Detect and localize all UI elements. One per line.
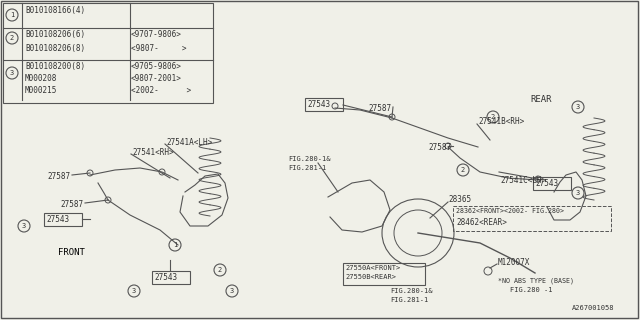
Text: 27587: 27587 [60, 200, 83, 209]
Text: 3: 3 [22, 223, 26, 229]
Text: 2: 2 [491, 114, 495, 120]
Text: 27541<RH>: 27541<RH> [132, 148, 173, 157]
Text: 3: 3 [10, 70, 14, 76]
Text: 28362<FRONT><2002- FIG.280>: 28362<FRONT><2002- FIG.280> [456, 208, 564, 214]
Bar [343, 263, 425, 285]
Text: 3: 3 [576, 190, 580, 196]
Text: FIG.281-1: FIG.281-1 [390, 297, 428, 303]
Text: 2: 2 [10, 35, 14, 41]
Text: 27543: 27543 [46, 215, 69, 224]
Text: <2002-      >: <2002- > [131, 86, 191, 95]
Bar [453, 206, 611, 231]
Text: 2: 2 [218, 267, 222, 273]
Text: 27541A<LH>: 27541A<LH> [166, 138, 212, 147]
Text: 1: 1 [173, 242, 177, 248]
Text: B010108200(8): B010108200(8) [25, 62, 85, 71]
Text: 27543: 27543 [307, 100, 330, 109]
Bar [152, 271, 190, 284]
Text: *NO ABS TYPE (BASE): *NO ABS TYPE (BASE) [498, 278, 574, 284]
Text: FIG.280 -1: FIG.280 -1 [510, 287, 552, 293]
Text: 27543: 27543 [154, 273, 177, 282]
Text: 1: 1 [10, 12, 14, 18]
Text: 27550B<REAR>: 27550B<REAR> [345, 274, 396, 280]
Text: FIG.281-1: FIG.281-1 [288, 165, 326, 171]
Text: REAR: REAR [530, 95, 552, 104]
Text: B010108206(8): B010108206(8) [25, 44, 85, 53]
Text: 27543: 27543 [535, 179, 558, 188]
Text: 2: 2 [461, 167, 465, 173]
Text: FIG.280-1&: FIG.280-1& [288, 156, 330, 162]
Text: FRONT: FRONT [58, 248, 85, 257]
Text: FIG.280-1&: FIG.280-1& [390, 288, 433, 294]
Text: A267001058: A267001058 [572, 305, 614, 311]
Text: 27587: 27587 [368, 104, 391, 113]
Text: <9705-9806>: <9705-9806> [131, 62, 182, 71]
Text: 27541C<LH>: 27541C<LH> [500, 176, 547, 185]
Text: 27587: 27587 [428, 143, 451, 152]
Text: M000208: M000208 [25, 74, 58, 83]
Text: 27550A<FRONT>: 27550A<FRONT> [345, 265, 400, 271]
Text: 3: 3 [230, 288, 234, 294]
Text: 3: 3 [132, 288, 136, 294]
Text: 27541B<RH>: 27541B<RH> [478, 117, 524, 126]
Text: <9807-2001>: <9807-2001> [131, 74, 182, 83]
Text: M12007X: M12007X [498, 258, 531, 267]
Text: B010108206(6): B010108206(6) [25, 30, 85, 39]
Text: 27587: 27587 [47, 172, 70, 181]
Text: <9707-9806>: <9707-9806> [131, 30, 182, 39]
Text: 28462<REAR>: 28462<REAR> [456, 218, 507, 227]
Text: M000215: M000215 [25, 86, 58, 95]
Text: <9807-     >: <9807- > [131, 44, 186, 53]
Text: 3: 3 [576, 104, 580, 110]
Bar [3, 3, 213, 103]
Bar [533, 177, 571, 190]
Bar [305, 98, 343, 111]
Text: 28365: 28365 [448, 195, 471, 204]
Text: B010108166(4): B010108166(4) [25, 6, 85, 15]
Bar [44, 213, 82, 226]
